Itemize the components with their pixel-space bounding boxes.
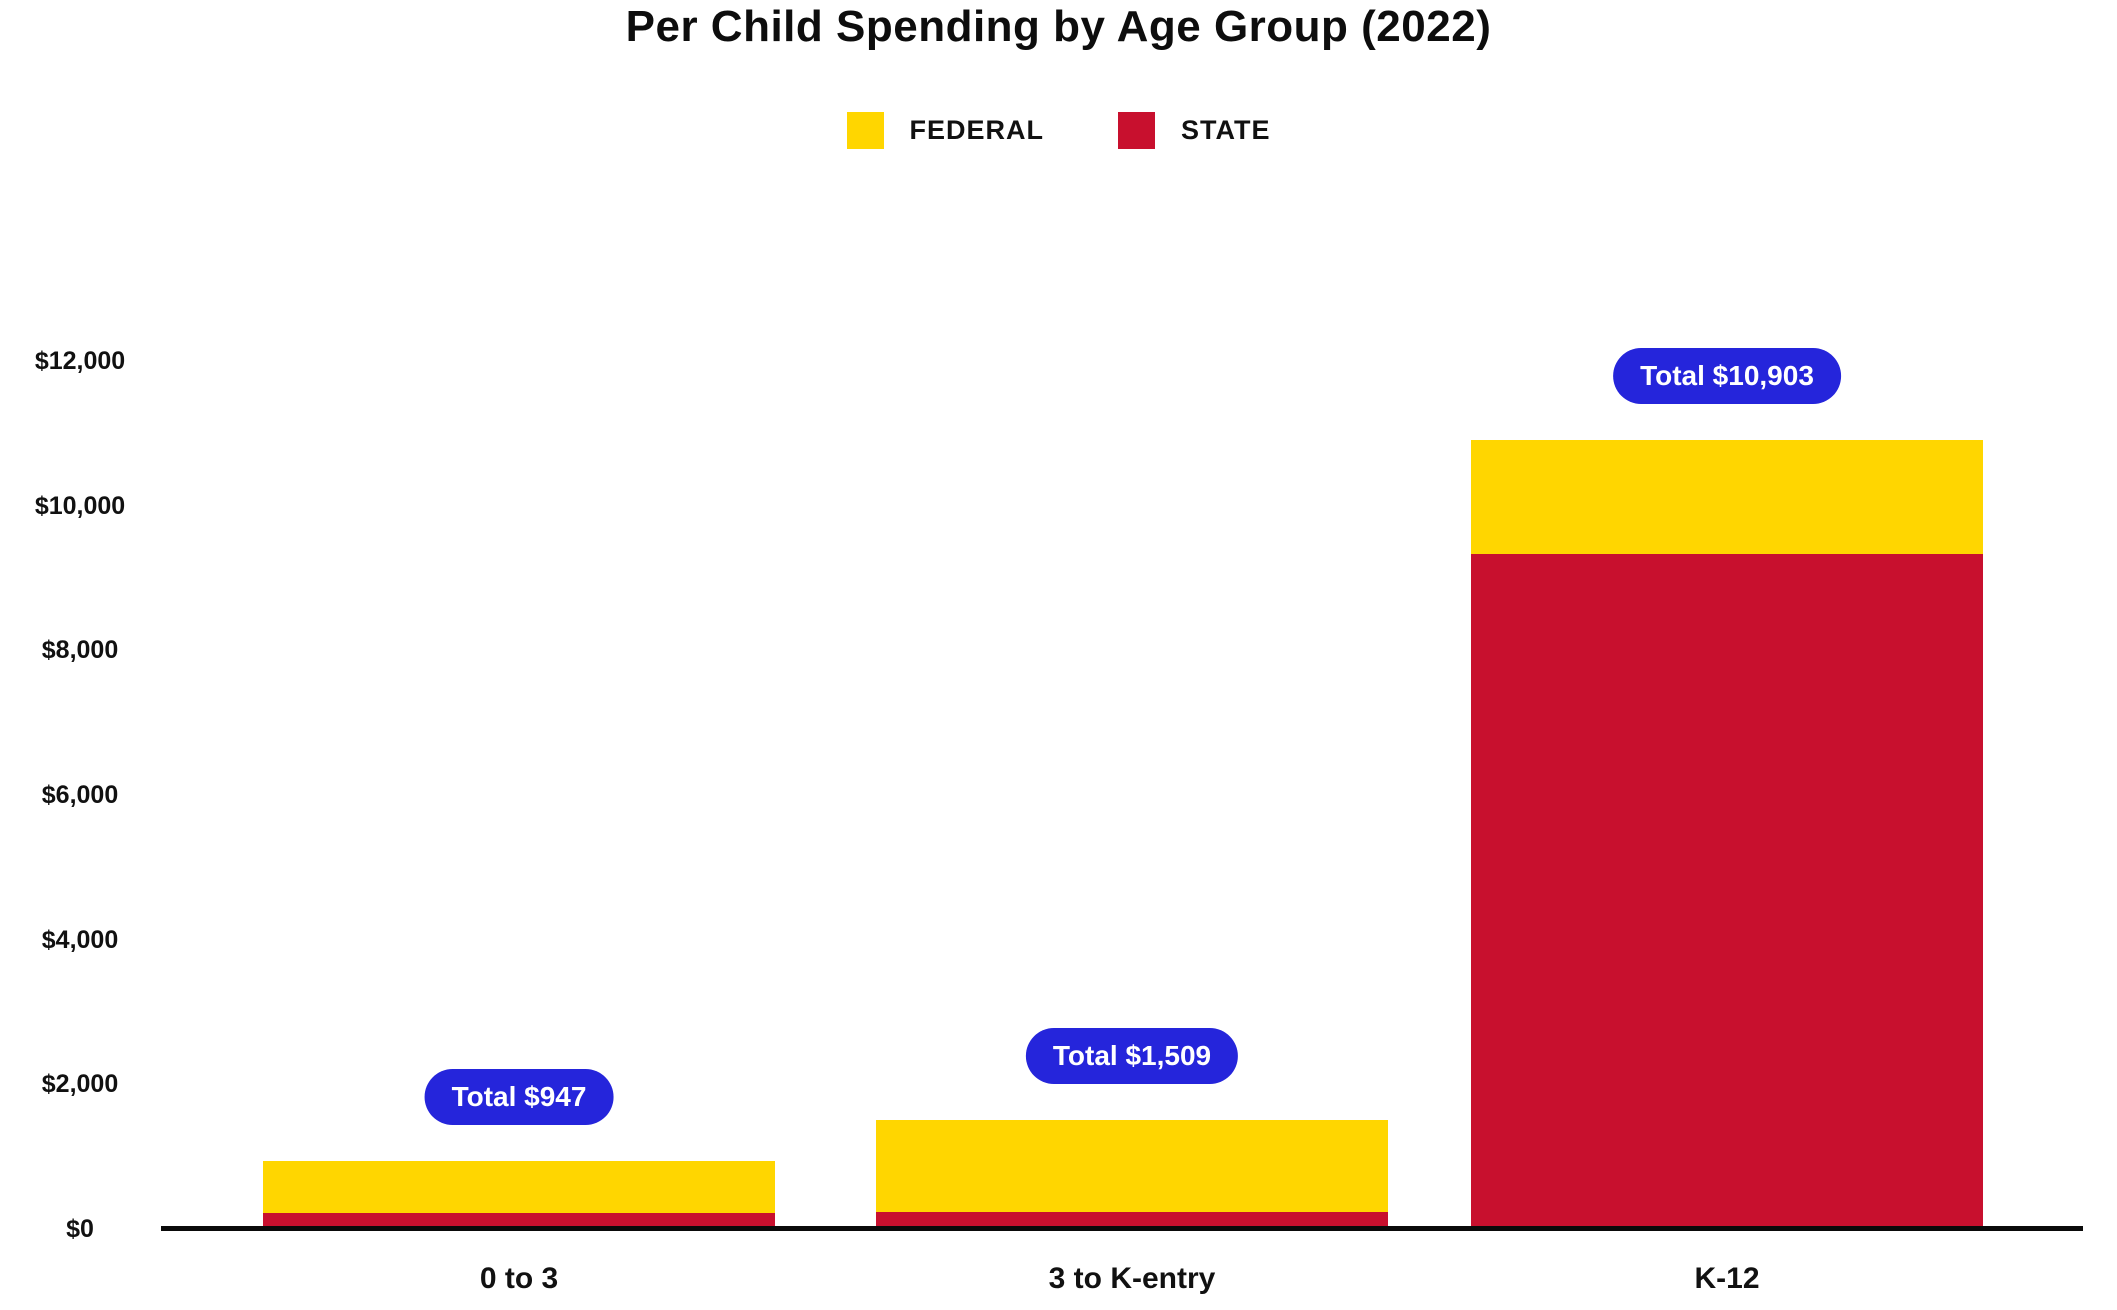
bar-segment-k-12-federal (1471, 440, 1983, 555)
y-tick-12000: $12,000 (34, 347, 126, 375)
chart-title: Per Child Spending by Age Group (2022) (625, 2, 1492, 51)
legend-label-state: STATE (1181, 115, 1271, 145)
y-tick-10000: $10,000 (34, 491, 126, 520)
total-badge-0-to-3: Total $947 (424, 1068, 614, 1125)
bar-segment-3-to-k-entry-federal (876, 1119, 1388, 1212)
bar-segment-0-to-3-state (263, 1212, 775, 1229)
legend: FEDERAL STATE (0, 112, 2117, 149)
y-tick-6000: $6,000 (41, 781, 119, 809)
bar-segment-k-12-state (1471, 554, 1983, 1229)
x-label-0-to-3: 0 to 3 (479, 1262, 559, 1295)
x-label-k-12: K-12 (1694, 1262, 1760, 1295)
y-tick-8000: $8,000 (41, 636, 119, 665)
bar-segment-0-to-3-federal (263, 1160, 775, 1213)
bar-segment-3-to-k-entry-state (876, 1211, 1388, 1229)
state-swatch-icon (1118, 112, 1155, 149)
federal-swatch-icon (846, 112, 884, 149)
y-tick-0: $0 (66, 1215, 94, 1243)
x-label-3-to-k-entry: 3 to K-entry (1048, 1262, 1216, 1295)
bar-0-to-3 (263, 1160, 775, 1229)
y-tick-4000: $4,000 (41, 925, 119, 954)
bar-k-12 (1471, 440, 1983, 1229)
total-badge-k-12: Total $10,903 (1613, 348, 1841, 405)
y-tick-2000: $2,000 (41, 1070, 119, 1099)
legend-item-state: STATE (1118, 112, 1271, 149)
total-badge-3-to-k-entry: Total $1,509 (1025, 1027, 1239, 1084)
x-axis-line (161, 1226, 2083, 1231)
bar-3-to-k-entry (876, 1119, 1388, 1229)
legend-item-federal: FEDERAL (846, 112, 1045, 149)
legend-label-federal: FEDERAL (909, 115, 1044, 145)
